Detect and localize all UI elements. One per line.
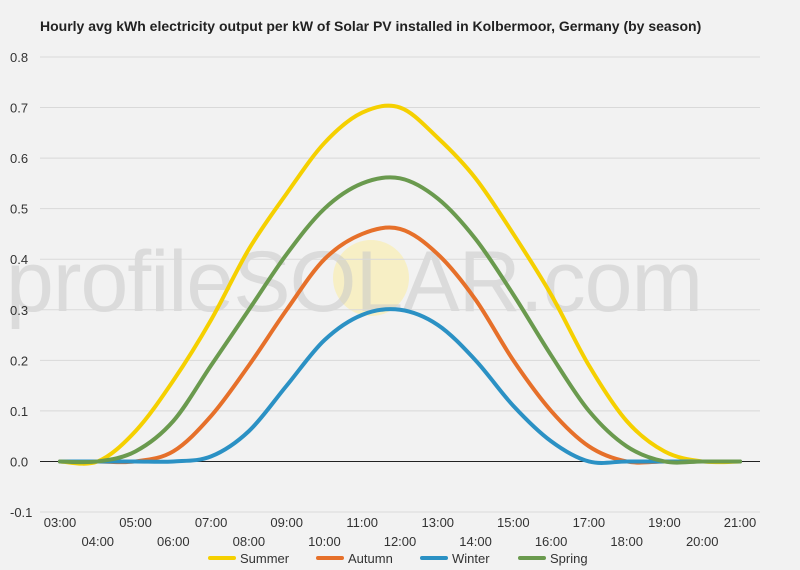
x-tick-label: 12:00: [384, 534, 417, 549]
x-axis-ticks: 03:00 04:00 05:00 06:00 07:00 08:00 09:00 10:00…: [44, 515, 757, 549]
legend-label-autumn: Autumn: [348, 550, 393, 566]
x-tick-label: 15:00: [497, 515, 530, 530]
y-tick-label: 0.1: [10, 404, 28, 419]
x-tick-label: 20:00: [686, 534, 719, 549]
x-tick-label: 21:00: [724, 515, 757, 530]
x-tick-label: 08:00: [233, 534, 266, 549]
x-tick-label: 16:00: [535, 534, 568, 549]
x-tick-label: 05:00: [119, 515, 152, 530]
legend-label-winter: Winter: [452, 550, 490, 566]
x-tick-label: 17:00: [573, 515, 606, 530]
legend-item-winter[interactable]: Winter: [420, 549, 490, 567]
x-tick-label: 11:00: [346, 515, 378, 530]
series-line-autumn: [58, 225, 742, 465]
legend: Summer Autumn Winter Spring: [0, 549, 800, 567]
x-tick-label: 10:00: [308, 534, 341, 549]
legend-swatch-spring: [518, 556, 546, 560]
legend-label-summer: Summer: [240, 550, 290, 566]
y-axis-ticks: 0.8 0.7 0.6 0.5 0.4 0.3 0.2 0.1 0.0 -0.1: [10, 50, 32, 520]
legend-swatch-autumn: [316, 556, 344, 560]
x-tick-label: 03:00: [44, 515, 77, 530]
chart-title: Hourly avg kWh electricity output per kW…: [40, 18, 702, 34]
legend-item-autumn[interactable]: Autumn: [316, 549, 393, 567]
series-lines: [58, 103, 742, 466]
legend-swatch-summer: [208, 556, 236, 560]
legend-item-summer[interactable]: Summer: [208, 549, 289, 567]
x-tick-label: 07:00: [195, 515, 228, 530]
y-tick-label: 0.7: [10, 101, 28, 116]
x-tick-label: 19:00: [648, 515, 681, 530]
legend-label-spring: Spring: [550, 550, 588, 566]
x-tick-label: 14:00: [459, 534, 492, 549]
y-tick-label: 0.6: [10, 151, 28, 166]
y-tick-label: 0.4: [10, 252, 28, 267]
x-tick-label: 09:00: [270, 515, 303, 530]
watermark-text: profileSOLAR.com: [6, 234, 703, 330]
x-tick-label: 04:00: [82, 534, 115, 549]
y-tick-label: 0.8: [10, 50, 28, 65]
x-tick-label: 13:00: [422, 515, 455, 530]
legend-swatch-winter: [420, 556, 448, 560]
y-tick-label: -0.1: [10, 505, 32, 520]
series-line-summer: [58, 103, 742, 466]
x-tick-label: 18:00: [610, 534, 643, 549]
sun-icon: [333, 240, 409, 316]
legend-item-spring[interactable]: Spring: [518, 549, 588, 567]
watermark-logo: profileSOLAR.com: [0, 237, 800, 327]
y-tick-label: 0.5: [10, 202, 28, 217]
series-line-winter: [58, 307, 742, 465]
x-tick-label: 06:00: [157, 534, 190, 549]
y-tick-label: 0.0: [10, 454, 28, 469]
y-tick-label: 0.2: [10, 353, 28, 368]
y-tick-label: 0.3: [10, 303, 28, 318]
series-line-spring: [58, 175, 742, 465]
